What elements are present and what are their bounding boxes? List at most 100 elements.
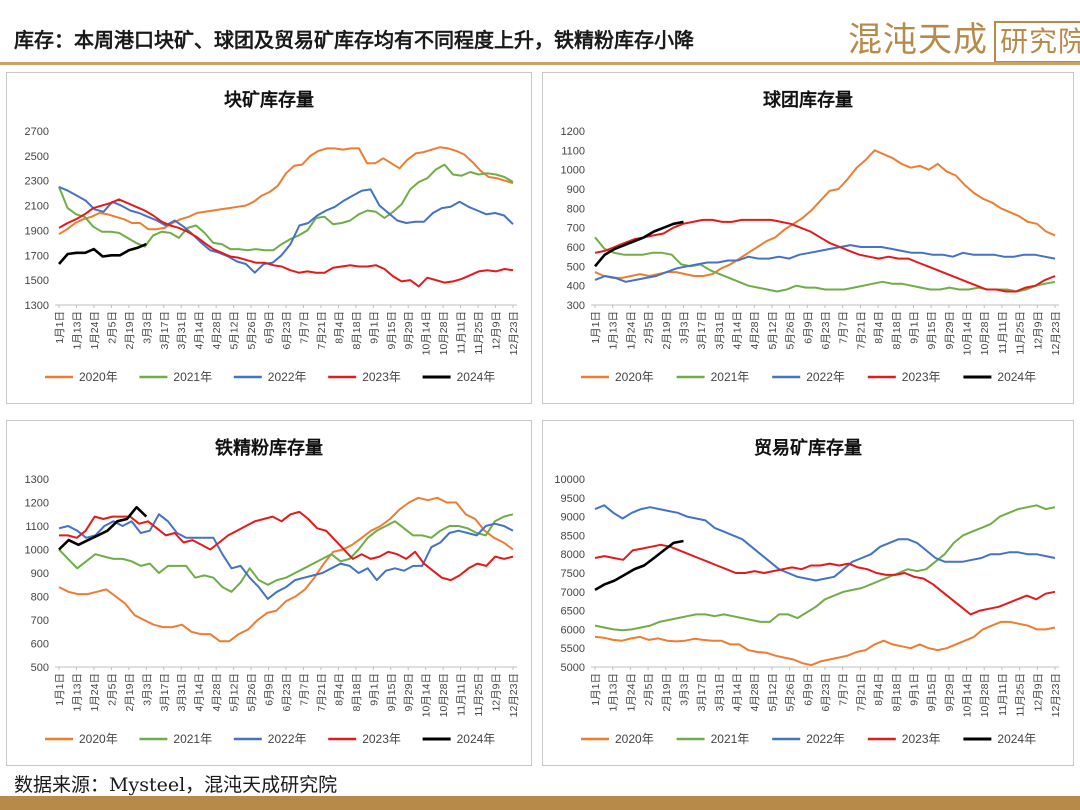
x-tick-label: 8月18日 <box>351 673 363 712</box>
y-tick-label: 9000 <box>561 512 585 524</box>
y-tick-label: 5000 <box>561 662 585 674</box>
y-tick-label: 600 <box>567 242 585 254</box>
x-tick-label: 3月31日 <box>714 673 726 712</box>
y-tick-label: 1900 <box>25 225 49 237</box>
x-tick-label: 6月23日 <box>281 673 293 712</box>
y-tick-label: 600 <box>31 639 49 651</box>
x-tick-label: 7月21日 <box>316 673 328 712</box>
y-tick-label: 1300 <box>25 474 49 486</box>
legend-label: 2021年 <box>173 370 212 384</box>
y-tick-label: 900 <box>31 568 49 580</box>
x-tick-label: 11月11日 <box>456 311 468 354</box>
legend-item: 2021年 <box>139 732 212 746</box>
x-tick-label: 12月23日 <box>508 673 520 717</box>
y-tick-label: 1100 <box>561 145 585 157</box>
x-tick-label: 6月9日 <box>802 311 814 344</box>
x-tick-label: 4月14日 <box>194 673 206 712</box>
x-tick-label: 4月28日 <box>749 673 761 712</box>
x-tick-label: 6月9日 <box>264 673 276 706</box>
x-tick-label: 2月5日 <box>106 311 118 344</box>
legend-label: 2024年 <box>997 370 1036 384</box>
x-tick-label: 12月23日 <box>1050 673 1062 717</box>
series-line-2020年 <box>58 496 514 643</box>
y-tick-label: 2700 <box>25 126 49 138</box>
chart-title: 铁精粉库存量 <box>215 437 323 459</box>
series-line-2022年 <box>594 244 1056 283</box>
y-tick-label: 1200 <box>25 498 49 510</box>
legend-item: 2023年 <box>328 370 401 384</box>
x-tick-label: 11月25日 <box>473 311 485 355</box>
x-tick-label: 9月29日 <box>944 311 956 350</box>
header-bar: 库存：本周港口块矿、球团及贸易矿库存均有不同程度上升，铁精粉库存小降 混沌天成研… <box>0 0 1080 65</box>
series-line-2020年 <box>594 149 1056 279</box>
legend-item: 2021年 <box>676 370 749 384</box>
x-tick-label: 10月14日 <box>962 673 974 717</box>
legend-item: 2020年 <box>45 732 118 746</box>
x-tick-label: 12月9日 <box>1032 673 1044 712</box>
legend-label: 2021年 <box>711 732 750 746</box>
x-tick-label: 1月13日 <box>608 673 620 712</box>
y-tick-label: 5500 <box>561 643 585 655</box>
legend-label: 2023年 <box>362 732 401 746</box>
y-tick-label: 10000 <box>554 474 585 486</box>
x-tick-label: 3月31日 <box>176 311 188 350</box>
x-tick-label: 3月17日 <box>159 311 171 350</box>
legend-label: 2022年 <box>806 370 845 384</box>
y-tick-label: 500 <box>31 662 49 674</box>
x-tick-label: 11月11日 <box>997 673 1009 716</box>
x-tick-label: 1月1日 <box>54 673 66 706</box>
x-tick-label: 7月21日 <box>855 311 867 350</box>
x-tick-label: 5月12日 <box>767 673 779 712</box>
x-tick-label: 3月3日 <box>678 311 690 344</box>
legend-item: 2021年 <box>139 370 212 384</box>
legend-label: 2022年 <box>268 732 307 746</box>
x-tick-label: 3月3日 <box>678 673 690 706</box>
legend-label: 2023年 <box>362 370 401 384</box>
series-line-2024年 <box>594 220 684 268</box>
x-tick-label: 5月12日 <box>229 673 241 712</box>
y-tick-label: 700 <box>567 223 585 235</box>
x-tick-label: 10月28日 <box>979 673 991 717</box>
x-tick-label: 1月13日 <box>71 311 83 350</box>
x-tick-label: 7月7日 <box>298 311 310 344</box>
x-tick-label: 9月15日 <box>926 673 938 712</box>
series-line-2023年 <box>59 510 514 582</box>
x-tick-label: 3月3日 <box>141 673 153 706</box>
legend-item: 2022年 <box>772 732 845 746</box>
x-tick-label: 9月29日 <box>944 673 956 712</box>
legend-label: 2020年 <box>79 732 118 746</box>
headline: 库存：本周港口块矿、球团及贸易矿库存均有不同程度上升，铁精粉库存小降 <box>14 24 694 53</box>
x-tick-label: 10月14日 <box>962 311 974 355</box>
series-line-2024年 <box>594 539 684 592</box>
series-line-2020年 <box>58 146 514 236</box>
x-tick-label: 5月26日 <box>246 673 258 712</box>
x-tick-label: 6月23日 <box>281 311 293 350</box>
y-tick-label: 9500 <box>561 493 585 505</box>
y-tick-label: 6500 <box>561 606 585 618</box>
series-line-2021年 <box>58 513 514 593</box>
x-tick-label: 12月23日 <box>508 311 520 355</box>
legend-item: 2020年 <box>45 370 118 384</box>
x-tick-label: 8月4日 <box>333 311 345 344</box>
x-tick-label: 6月9日 <box>264 311 276 344</box>
y-tick-label: 7000 <box>561 587 585 599</box>
legend-item: 2022年 <box>233 732 307 746</box>
legend-label: 2024年 <box>997 732 1036 746</box>
x-tick-label: 2月19日 <box>661 673 673 712</box>
x-tick-label: 2月5日 <box>643 311 655 344</box>
y-tick-label: 800 <box>31 592 49 604</box>
legend-item: 2022年 <box>772 370 845 384</box>
x-tick-label: 3月31日 <box>176 673 188 712</box>
headline-lead: 库存 <box>14 28 54 52</box>
y-tick-label: 1500 <box>25 275 49 287</box>
series-line-2022年 <box>58 185 514 274</box>
y-tick-label: 2100 <box>25 201 49 213</box>
x-tick-label: 2月5日 <box>106 673 118 706</box>
x-tick-label: 8月4日 <box>873 673 885 706</box>
series-line-2024年 <box>58 505 148 551</box>
x-tick-label: 11月25日 <box>1015 673 1027 717</box>
x-tick-label: 1月1日 <box>590 673 602 706</box>
x-tick-label: 7月7日 <box>838 673 850 706</box>
y-tick-label: 2500 <box>25 151 49 163</box>
x-tick-label: 8月18日 <box>891 311 903 350</box>
